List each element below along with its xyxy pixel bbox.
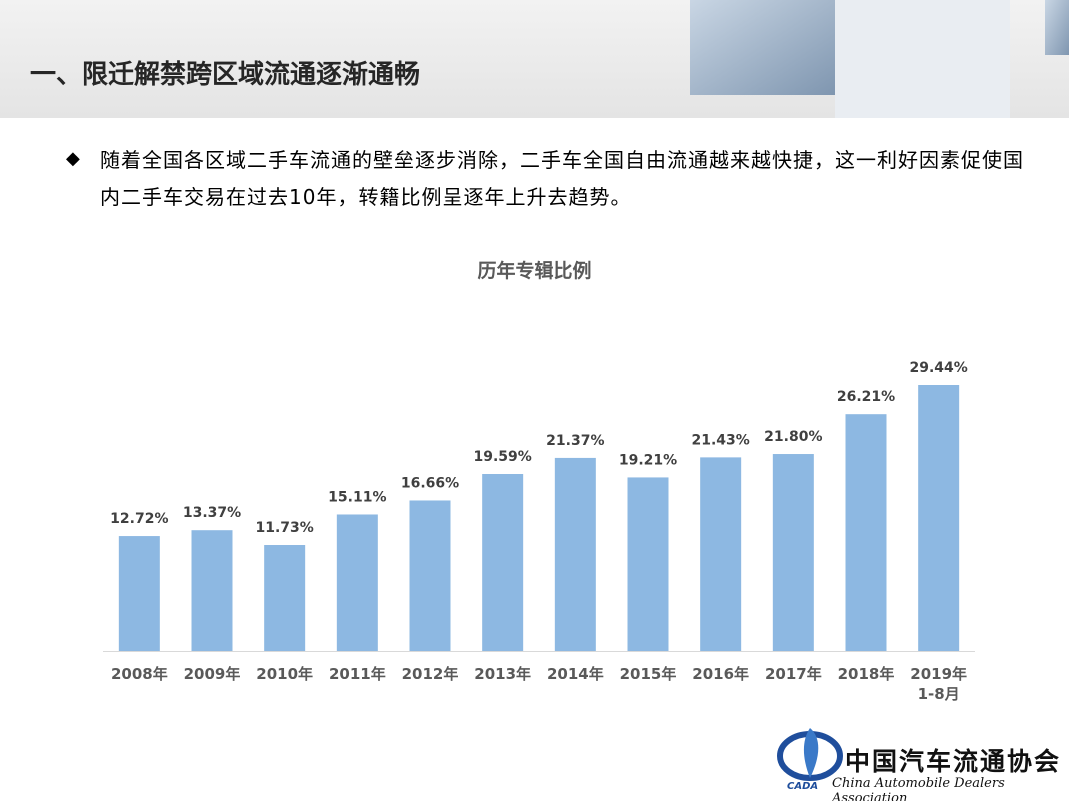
logo-abbr: CADA: [787, 781, 819, 792]
cube: [1045, 0, 1069, 55]
x-tick-label: 2012年: [401, 665, 459, 683]
bar: [554, 457, 596, 651]
x-tick-label: 2013年: [474, 665, 532, 683]
x-tick-label: 2011年: [328, 665, 386, 683]
value-label: 21.43%: [692, 432, 750, 448]
x-tick-label: 2017年: [764, 665, 822, 683]
value-label: 19.59%: [474, 449, 532, 465]
bar: [627, 477, 669, 651]
header-band: [0, 0, 1069, 118]
bar: [409, 500, 451, 651]
x-tick-label: 2016年: [692, 665, 750, 683]
x-tick-label: 2009年: [183, 665, 241, 683]
value-label: 19.21%: [619, 452, 677, 468]
logo-english: China Automobile Dealers Association: [832, 776, 1005, 801]
bullet-icon: ◆: [66, 148, 80, 169]
logo-icon: [777, 728, 843, 781]
bar: [482, 473, 524, 651]
value-label: 15.11%: [328, 489, 386, 505]
value-label: 13.37%: [183, 505, 241, 521]
value-label: 26.21%: [837, 389, 895, 405]
cube: [835, 0, 1010, 118]
value-label: 21.37%: [546, 433, 604, 449]
bar: [918, 385, 960, 651]
bar: [336, 514, 378, 651]
value-label: 21.80%: [764, 429, 822, 445]
cube: [690, 0, 835, 95]
bar: [264, 545, 306, 651]
x-tick-label: 2010年: [256, 665, 314, 683]
x-tick-label: 2015年: [619, 665, 677, 683]
x-tick-label: 2014年: [546, 665, 604, 683]
x-tick-label: 2019年 1-8月: [910, 665, 968, 703]
header-decoration: [690, 0, 1069, 118]
bullet-text: 随着全国各区域二手车流通的壁垒逐步消除，二手车全国自由流通越来越快捷，这一利好因…: [100, 148, 1024, 209]
value-label: 12.72%: [110, 511, 168, 527]
x-tick-label: 2008年: [110, 665, 168, 683]
bar: [700, 457, 742, 651]
bar: [772, 454, 814, 651]
slide-title: 一、限迁解禁跨区域流通逐渐通畅: [30, 60, 421, 90]
x-tick-label: 2018年: [837, 665, 895, 683]
logo-name: 中国汽车流通协会: [845, 747, 1062, 776]
chart-title: 历年专辑比例: [477, 260, 592, 282]
value-label: 11.73%: [256, 520, 314, 536]
bar: [118, 536, 160, 651]
value-label: 29.44%: [910, 360, 968, 376]
bar: [191, 530, 233, 651]
bar: [845, 414, 887, 651]
value-label: 16.66%: [401, 475, 459, 491]
